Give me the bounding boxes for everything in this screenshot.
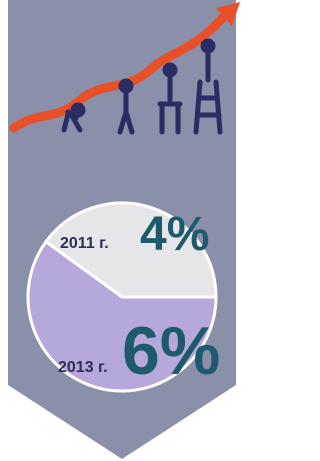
value-label: 6% bbox=[122, 313, 220, 389]
category-label: 2013 г. bbox=[58, 359, 108, 376]
figure-head bbox=[73, 105, 83, 115]
category-label: 2011 г. bbox=[60, 235, 109, 252]
infographic: 2011 г. 4% 2013 г. 6% bbox=[0, 0, 244, 461]
value-label: 4% bbox=[140, 208, 209, 261]
